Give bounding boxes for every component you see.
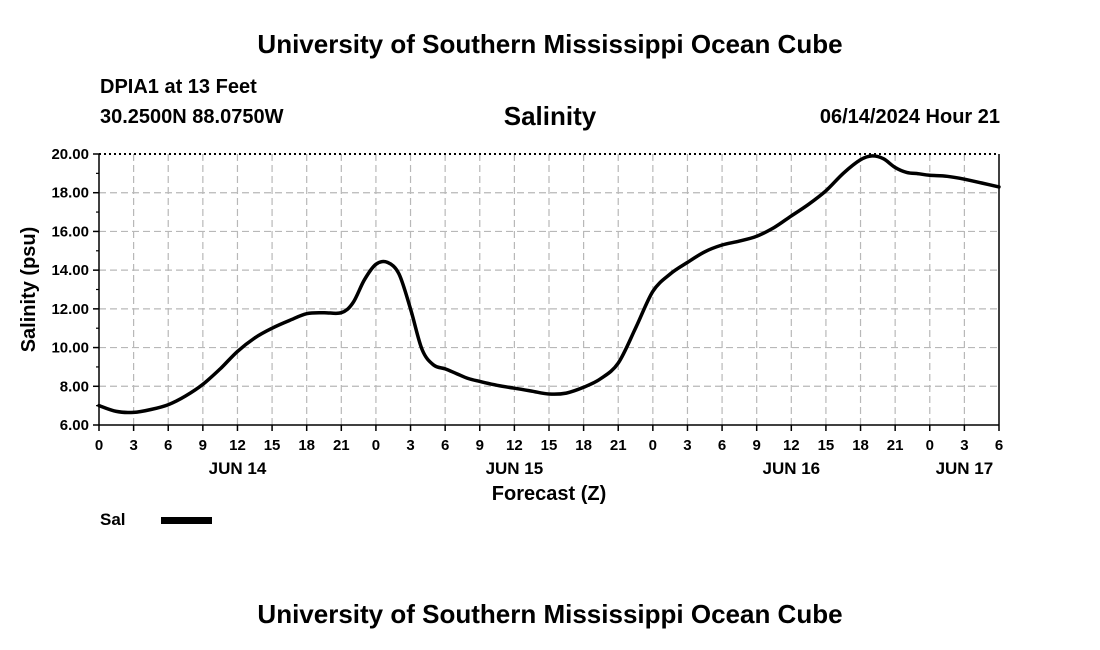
y-tick-label: 6.00 [60, 417, 89, 434]
x-tick-label: 18 [575, 437, 592, 454]
forecast-datetime: 06/14/2024 Hour 21 [819, 106, 1000, 128]
footer-title: University of Southern Mississippi Ocean… [257, 599, 843, 629]
x-tick-label: 6 [995, 437, 1003, 454]
x-tick-label: 9 [199, 437, 207, 454]
x-tick-label: 3 [683, 437, 691, 454]
date-label: JUN 17 [936, 459, 994, 478]
y-tick-label: 18.00 [51, 185, 89, 202]
chart-title: Salinity [503, 101, 597, 131]
x-tick-label: 6 [164, 437, 172, 454]
x-tick-label: 0 [926, 437, 934, 454]
x-tick-label: 6 [441, 437, 449, 454]
x-tick-label: 21 [887, 437, 904, 454]
salinity-chart: 0 3 6 9 12 15 18 21 0 3 6 9 12 15 18 21 0 3 6 9 12 15 18 21 0 3 6 6… [18, 146, 1003, 505]
legend-label: Sal [100, 510, 126, 529]
date-label: JUN 15 [486, 459, 544, 478]
x-tick-label: 12 [506, 437, 523, 454]
date-label: JUN 14 [209, 459, 267, 478]
x-tick-label: 0 [95, 437, 103, 454]
y-tick-label: 20.00 [51, 146, 89, 163]
series-line-sal [97, 154, 1001, 415]
x-tick-label: 18 [298, 437, 315, 454]
y-tick-label: 14.00 [51, 262, 89, 279]
x-tick-label: 12 [783, 437, 800, 454]
x-tick-label: 3 [406, 437, 414, 454]
y-tick-label: 12.00 [51, 301, 89, 318]
page-title: University of Southern Mississippi Ocean… [257, 29, 843, 59]
x-tick-label: 3 [129, 437, 137, 454]
x-tick-label: 21 [333, 437, 350, 454]
x-tick-label: 9 [753, 437, 761, 454]
y-tick-label: 8.00 [60, 378, 89, 395]
x-tick-label: 18 [852, 437, 869, 454]
x-tick-label: 12 [229, 437, 246, 454]
y-tick-label: 10.00 [51, 340, 89, 357]
date-label: JUN 16 [762, 459, 820, 478]
y-tick-label: 16.00 [51, 223, 89, 240]
x-tick-label: 6 [718, 437, 726, 454]
x-tick-label: 0 [372, 437, 380, 454]
legend-swatch [161, 517, 212, 524]
station-label: DPIA1 at 13 Feet [100, 76, 257, 98]
x-tick-label: 15 [264, 437, 281, 454]
x-tick-label: 15 [818, 437, 835, 454]
y-axis-label: Salinity (psu) [18, 227, 40, 353]
x-tick-label: 15 [541, 437, 558, 454]
station-coordinates: 30.2500N 88.0750W [100, 106, 284, 128]
x-axis-label: Forecast (Z) [492, 483, 606, 505]
x-tick-label: 0 [649, 437, 657, 454]
x-tick-label: 21 [610, 437, 627, 454]
x-tick-label: 3 [960, 437, 968, 454]
x-tick-label: 9 [476, 437, 484, 454]
